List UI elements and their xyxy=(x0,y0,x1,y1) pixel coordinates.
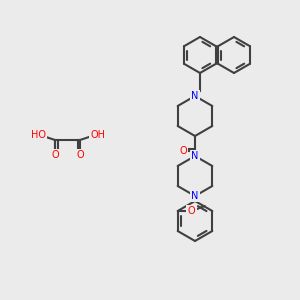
Text: N: N xyxy=(191,151,199,161)
Text: HO: HO xyxy=(31,130,46,140)
Text: OH: OH xyxy=(91,130,106,140)
Text: O: O xyxy=(179,146,187,156)
Text: O: O xyxy=(76,150,84,160)
Text: O: O xyxy=(188,206,196,216)
Text: N: N xyxy=(191,191,199,201)
Text: N: N xyxy=(191,91,199,101)
Text: O: O xyxy=(51,150,59,160)
